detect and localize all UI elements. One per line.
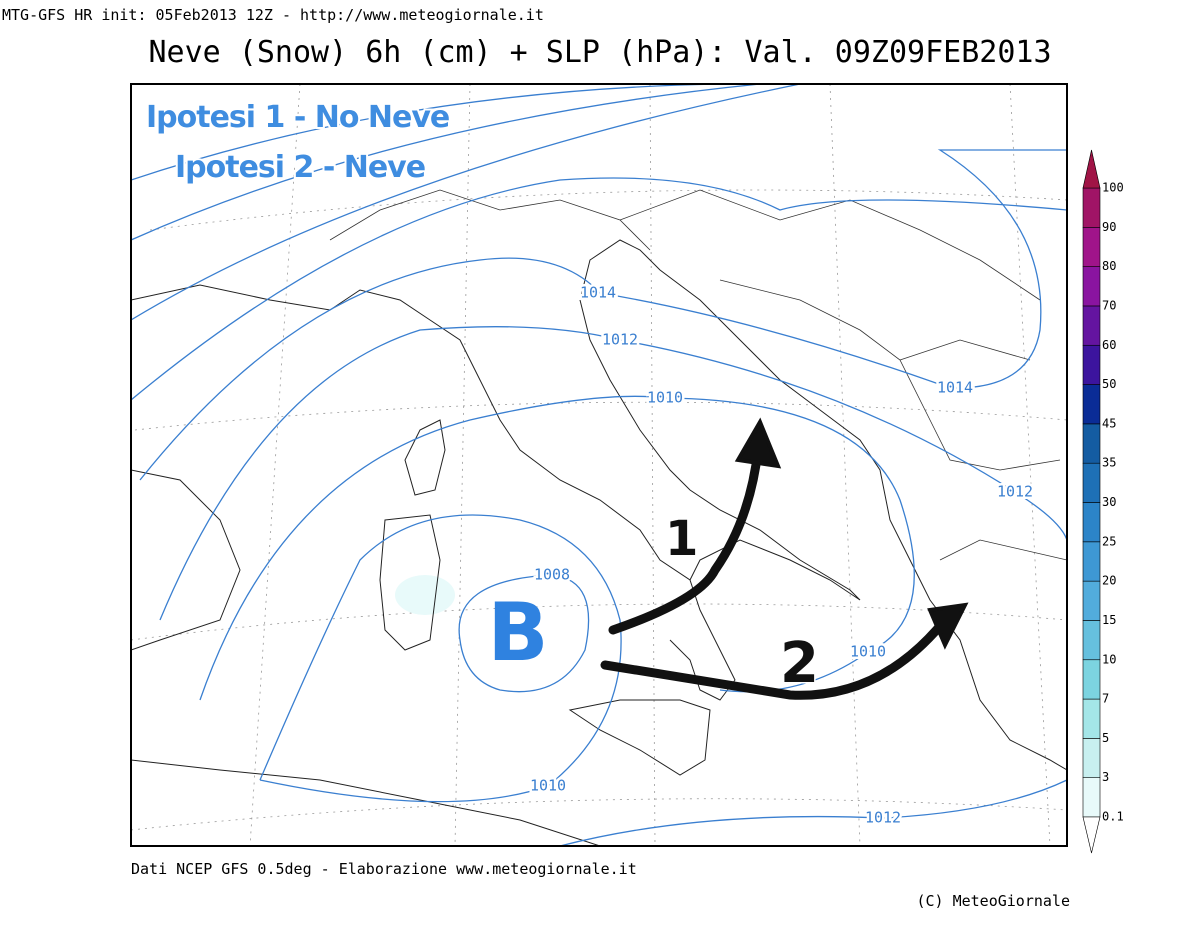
low-pressure-label: B	[488, 586, 549, 679]
isobar-label: 1014	[580, 284, 616, 302]
colorbar-swatch	[1082, 738, 1101, 778]
colorbar-swatch	[1082, 659, 1101, 700]
map-area: 1014 1012 1010 1014 1012 1008 1010 1010 1012 Ipo…	[131, 84, 1067, 846]
isobar-label: 1008	[534, 566, 570, 584]
colorbar-bottom-triangle	[1082, 816, 1101, 854]
isobar-label: 1012	[602, 331, 638, 349]
map-frame	[130, 83, 1068, 847]
snow-area	[395, 575, 455, 615]
colorbar-swatch	[1082, 305, 1101, 346]
arrow-head	[734, 417, 782, 469]
isobar-label: 1010	[850, 643, 886, 661]
colorbar-label: 3	[1102, 770, 1109, 784]
colorbar-label: 10	[1102, 652, 1116, 666]
colorbar-label: 70	[1102, 298, 1116, 312]
colorbar-label: 60	[1102, 338, 1116, 352]
isobar-labels: 1014 1012 1010 1014 1012 1008 1010 1010 1012	[527, 281, 1035, 829]
colorbar-top-triangle	[1082, 149, 1101, 189]
arrows: 1 2	[600, 417, 969, 700]
borders	[329, 189, 1067, 561]
arrow-label: 2	[780, 631, 819, 696]
colorbar-label: 45	[1102, 416, 1116, 430]
colorbar-swatch	[1082, 502, 1101, 543]
colorbar-swatch	[1082, 187, 1101, 228]
isobar-label: 1012	[865, 809, 901, 827]
arrow-head	[927, 602, 969, 650]
colorbar-swatch	[1082, 227, 1101, 267]
colorbar-swatch	[1082, 384, 1101, 425]
copyright: (C) MeteoGiornale	[916, 892, 1070, 910]
annotation: Ipotesi 1 - No Neve	[146, 100, 449, 135]
colorbar-swatch	[1082, 698, 1101, 739]
colorbar-swatch	[1082, 462, 1101, 503]
colorbar-label: 35	[1102, 456, 1116, 470]
data-source: Dati NCEP GFS 0.5deg - Elaborazione www.…	[131, 860, 637, 878]
colorbar-swatch	[1082, 777, 1101, 818]
arrow-2	[600, 615, 950, 700]
isobars	[131, 84, 1067, 846]
colorbar-label: 80	[1102, 259, 1116, 273]
map-title: Neve (Snow) 6h (cm) + SLP (hPa): Val. 09…	[148, 35, 1051, 70]
colorbar-label: 50	[1102, 377, 1116, 391]
colorbar-label: 5	[1102, 731, 1109, 745]
isobar-label: 1010	[647, 389, 683, 407]
colorbar-swatch	[1082, 423, 1101, 464]
colorbar-label: 100	[1102, 181, 1124, 195]
isobar-label: 1014	[937, 379, 973, 397]
isobar-label: 1010	[530, 777, 566, 795]
colorbar-label: 90	[1102, 220, 1116, 234]
colorbar-swatch	[1082, 580, 1101, 621]
source-line: MTG-GFS HR init: 05Feb2013 12Z - http://…	[2, 6, 544, 24]
colorbar-label: 15	[1102, 613, 1116, 627]
graticule	[131, 84, 1067, 846]
colorbar-label: 30	[1102, 495, 1116, 509]
arrow-1	[608, 445, 763, 635]
colorbar-label: 25	[1102, 534, 1116, 548]
colorbar-label: 20	[1102, 574, 1116, 588]
colorbar-label: 0.1	[1102, 810, 1124, 824]
isobar-label: 1012	[997, 483, 1033, 501]
colorbar-swatch	[1082, 344, 1101, 385]
colorbar-swatch	[1082, 541, 1101, 582]
colorbar-swatch	[1082, 266, 1101, 307]
colorbar-swatch	[1082, 620, 1101, 661]
arrow-label: 1	[665, 511, 698, 567]
colorbar-label: 7	[1102, 692, 1109, 706]
annotation: Ipotesi 2 - Neve	[175, 150, 425, 185]
